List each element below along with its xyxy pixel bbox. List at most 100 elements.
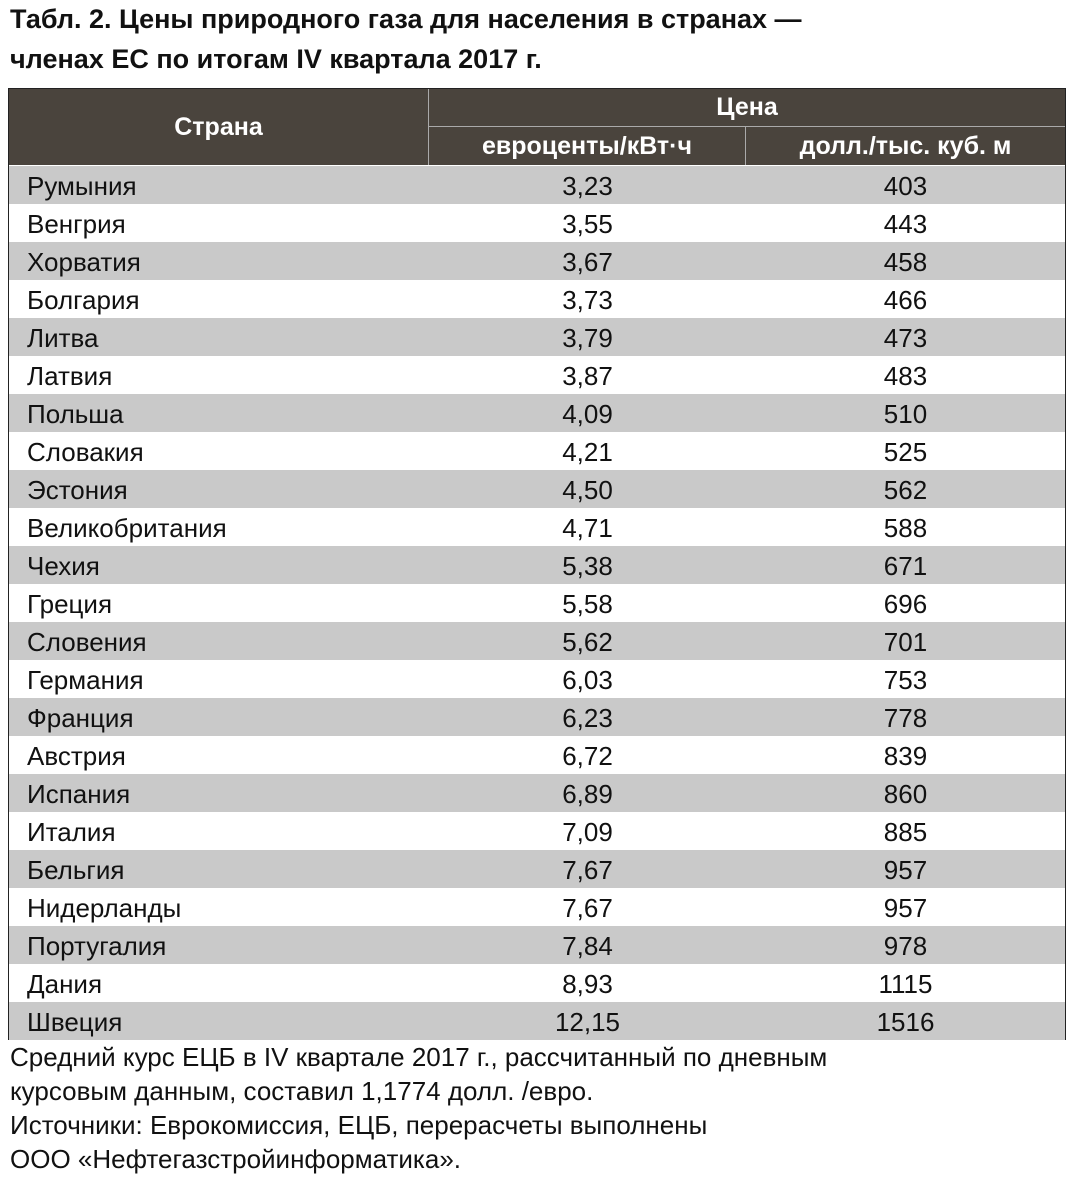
note-line: курсовым данным, составил 1,1774 долл. /… — [10, 1076, 594, 1106]
table-row: Греция 5,58 696 — [9, 584, 1065, 622]
note-line: ООО «Нефтегазстройинформатика». — [10, 1144, 462, 1174]
value-cell: 778 — [883, 703, 928, 733]
table-row: Франция 6,23 778 — [9, 698, 1065, 736]
value-cell: 3,67 — [562, 247, 613, 277]
note-line: Источники: Еврокомиссия, ЕЦБ, перерасчет… — [10, 1110, 708, 1140]
table-row: Испания 6,89 860 — [9, 774, 1065, 812]
country-cell: Дания — [27, 969, 103, 999]
table-row: Литва 3,79 473 — [9, 318, 1065, 356]
value-cell: 7,67 — [562, 893, 613, 923]
table-row: Польша 4,09 510 — [9, 394, 1065, 432]
value-cell: 701 — [883, 627, 928, 657]
value-cell: 4,09 — [562, 399, 613, 429]
table-row: Великобритания 4,71 588 — [9, 508, 1065, 546]
value-cell: 6,89 — [562, 779, 613, 809]
value-cell: 588 — [883, 513, 928, 543]
value-cell: 5,62 — [562, 627, 613, 657]
table-row: Эстония 4,50 562 — [9, 470, 1065, 508]
value-cell: 403 — [883, 171, 928, 201]
table-row: Румыния 3,23 403 — [9, 166, 1065, 204]
country-cell: Австрия — [27, 741, 126, 771]
table-row: Венгрия 3,55 443 — [9, 204, 1065, 242]
value-cell: 3,55 — [562, 209, 613, 239]
value-cell: 5,58 — [562, 589, 613, 619]
country-cell: Венгрия — [27, 209, 126, 239]
value-cell: 443 — [883, 209, 928, 239]
country-cell: Швеция — [27, 1007, 123, 1037]
value-cell: 525 — [883, 437, 928, 467]
table-row: Латвия 3,87 483 — [9, 356, 1065, 394]
table-row: Италия 7,09 885 — [9, 812, 1065, 850]
value-cell: 473 — [883, 323, 928, 353]
country-cell: Словакия — [27, 437, 144, 467]
table-row: Швеция 12,15 1516 — [9, 1002, 1065, 1040]
value-cell: 957 — [883, 855, 928, 885]
value-cell: 7,67 — [562, 855, 613, 885]
table-row: Словакия 4,21 525 — [9, 432, 1065, 470]
value-cell: 1115 — [878, 969, 933, 999]
country-cell: Польша — [27, 399, 124, 429]
table-row: Нидерланды 7,67 957 — [9, 888, 1065, 926]
value-cell: 12,15 — [554, 1007, 621, 1037]
table-row: Австрия 6,72 839 — [9, 736, 1065, 774]
table-row: Чехия 5,38 671 — [9, 546, 1065, 584]
table-row: Португалия 7,84 978 — [9, 926, 1065, 964]
value-cell: 3,23 — [562, 171, 613, 201]
country-cell: Нидерланды — [27, 893, 182, 923]
value-cell: 466 — [883, 285, 928, 315]
header-cell: долл./тыс. куб. м — [746, 127, 1065, 165]
value-cell: 7,84 — [562, 931, 613, 961]
value-cell: 3,79 — [562, 323, 613, 353]
table-row: Бельгия 7,67 957 — [9, 850, 1065, 888]
country-cell: Великобритания — [27, 513, 227, 543]
value-cell: 4,21 — [562, 437, 613, 467]
country-cell: Италия — [27, 817, 116, 847]
value-cell: 957 — [883, 893, 928, 923]
country-cell: Бельгия — [27, 855, 125, 885]
country-cell: Чехия — [27, 551, 100, 581]
value-cell: 6,23 — [562, 703, 613, 733]
table-row: Словения 5,62 701 — [9, 622, 1065, 660]
country-cell: Греция — [27, 589, 113, 619]
value-cell: 8,93 — [562, 969, 613, 999]
header-cell: Цена — [429, 89, 1065, 127]
value-cell: 4,50 — [562, 475, 613, 505]
value-cell: 696 — [883, 589, 928, 619]
table-row: Дания 8,93 1115 — [9, 964, 1065, 1002]
country-cell: Словения — [27, 627, 147, 657]
country-cell: Литва — [27, 323, 99, 353]
country-cell: Болгария — [27, 285, 140, 315]
country-cell: Португалия — [27, 931, 167, 961]
country-cell: Германия — [27, 665, 144, 695]
value-cell: 4,71 — [562, 513, 613, 543]
value-cell: 6,72 — [562, 741, 613, 771]
header-cell: Страна — [9, 89, 429, 165]
country-cell: Франция — [27, 703, 134, 733]
value-cell: 860 — [883, 779, 928, 809]
value-cell: 1516 — [876, 1007, 935, 1037]
value-cell: 562 — [883, 475, 928, 505]
value-cell: 6,03 — [562, 665, 613, 695]
value-cell: 753 — [883, 665, 928, 695]
value-cell: 3,73 — [562, 285, 613, 315]
table-row: Болгария 3,73 466 — [9, 280, 1065, 318]
value-cell: 885 — [883, 817, 928, 847]
country-cell: Румыния — [27, 171, 137, 201]
country-cell: Испания — [27, 779, 131, 809]
note-line: Средний курс ЕЦБ в IV квартале 2017 г., … — [10, 1042, 828, 1072]
value-cell: 3,87 — [562, 361, 613, 391]
title-line: членах ЕС по итогам IV квартала 2017 г. — [10, 44, 542, 74]
value-cell: 671 — [883, 551, 928, 581]
country-cell: Латвия — [27, 361, 113, 391]
value-cell: 510 — [883, 399, 928, 429]
value-cell: 978 — [883, 931, 928, 961]
header-cell: евроценты/кВт·ч — [429, 127, 746, 165]
value-cell: 5,38 — [562, 551, 613, 581]
country-cell: Эстония — [27, 475, 128, 505]
table-row: Германия 6,03 753 — [9, 660, 1065, 698]
value-cell: 458 — [883, 247, 928, 277]
table: Страна Цена евроценты/кВт·ч долл./тыс. к… — [8, 88, 1066, 1040]
value-cell: 7,09 — [562, 817, 613, 847]
country-cell: Хорватия — [27, 247, 141, 277]
value-cell: 483 — [883, 361, 928, 391]
